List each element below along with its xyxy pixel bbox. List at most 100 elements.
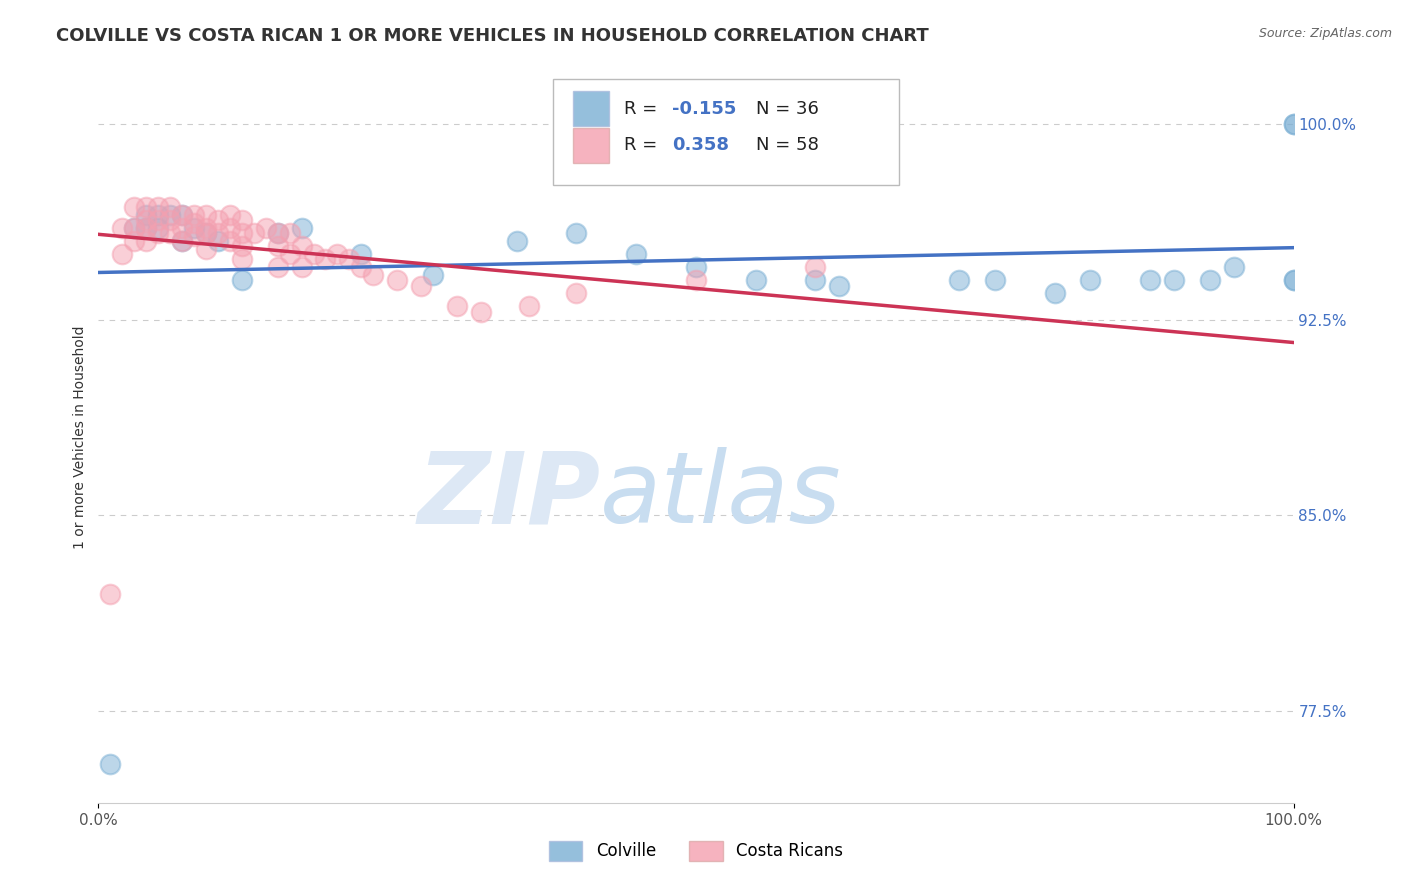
Text: N = 36: N = 36: [756, 100, 818, 118]
Point: [1199, 273, 1222, 287]
Point: [219, 234, 242, 248]
Point: [172, 208, 194, 222]
Point: [315, 252, 337, 267]
Point: [291, 260, 314, 275]
Point: [1043, 286, 1066, 301]
Point: [828, 278, 851, 293]
Point: [278, 227, 301, 241]
FancyBboxPatch shape: [572, 91, 609, 126]
Point: [1282, 273, 1305, 287]
Point: [183, 216, 205, 230]
Point: [231, 239, 253, 253]
Point: [207, 227, 229, 241]
Text: 0.358: 0.358: [672, 136, 730, 154]
Point: [1080, 273, 1102, 287]
Point: [195, 242, 218, 256]
Point: [1282, 117, 1305, 131]
Point: [267, 227, 290, 241]
Point: [231, 273, 253, 287]
Point: [124, 234, 146, 248]
Text: N = 58: N = 58: [756, 136, 818, 154]
Point: [1282, 117, 1305, 131]
Point: [195, 227, 218, 241]
Point: [267, 260, 290, 275]
Point: [302, 247, 325, 261]
FancyBboxPatch shape: [553, 78, 900, 185]
Text: atlas: atlas: [600, 447, 842, 544]
Point: [183, 221, 205, 235]
Text: -0.155: -0.155: [672, 100, 737, 118]
FancyBboxPatch shape: [572, 128, 609, 163]
Point: [267, 227, 290, 241]
Point: [135, 234, 157, 248]
Point: [207, 234, 229, 248]
Point: [339, 252, 361, 267]
Point: [326, 247, 349, 261]
Point: [207, 213, 229, 227]
Point: [446, 300, 468, 314]
Point: [111, 247, 134, 261]
Point: [172, 234, 194, 248]
Point: [111, 221, 134, 235]
Point: [1282, 273, 1305, 287]
Text: R =: R =: [624, 136, 664, 154]
Point: [291, 221, 314, 235]
Point: [565, 227, 588, 241]
Point: [135, 221, 157, 235]
Point: [470, 304, 492, 318]
Point: [172, 221, 194, 235]
Point: [183, 208, 205, 222]
Point: [98, 756, 122, 771]
Point: [195, 227, 218, 241]
Point: [135, 200, 157, 214]
Point: [1163, 273, 1185, 287]
Point: [148, 221, 170, 235]
Point: [148, 200, 170, 214]
Point: [159, 213, 181, 227]
Text: ZIP: ZIP: [418, 447, 600, 544]
Point: [385, 273, 409, 287]
Point: [148, 213, 170, 227]
Point: [1139, 273, 1161, 287]
Point: [231, 227, 253, 241]
Point: [363, 268, 385, 282]
Point: [350, 247, 373, 261]
Point: [159, 200, 181, 214]
Point: [267, 239, 290, 253]
Point: [291, 239, 314, 253]
Point: [411, 278, 433, 293]
Point: [565, 286, 588, 301]
Point: [804, 260, 827, 275]
Point: [254, 221, 277, 235]
Point: [685, 260, 707, 275]
Point: [98, 587, 122, 601]
Point: [124, 221, 146, 235]
Point: [804, 273, 827, 287]
Point: [948, 273, 970, 287]
Point: [685, 273, 707, 287]
Point: [231, 213, 253, 227]
Point: [135, 213, 157, 227]
Point: [278, 247, 301, 261]
Point: [517, 300, 540, 314]
Point: [183, 229, 205, 244]
Text: COLVILLE VS COSTA RICAN 1 OR MORE VEHICLES IN HOUSEHOLD CORRELATION CHART: COLVILLE VS COSTA RICAN 1 OR MORE VEHICL…: [56, 27, 929, 45]
Point: [159, 208, 181, 222]
Point: [626, 247, 648, 261]
Point: [148, 227, 170, 241]
Point: [243, 227, 266, 241]
Point: [135, 208, 157, 222]
Point: [195, 221, 218, 235]
Point: [984, 273, 1007, 287]
Text: R =: R =: [624, 100, 664, 118]
Point: [124, 200, 146, 214]
Point: [422, 268, 444, 282]
Point: [231, 252, 253, 267]
Text: Source: ZipAtlas.com: Source: ZipAtlas.com: [1258, 27, 1392, 40]
Point: [148, 208, 170, 222]
Point: [1223, 260, 1246, 275]
Point: [745, 273, 768, 287]
Point: [506, 234, 529, 248]
Point: [219, 208, 242, 222]
Legend: Colville, Costa Ricans: Colville, Costa Ricans: [543, 834, 849, 868]
